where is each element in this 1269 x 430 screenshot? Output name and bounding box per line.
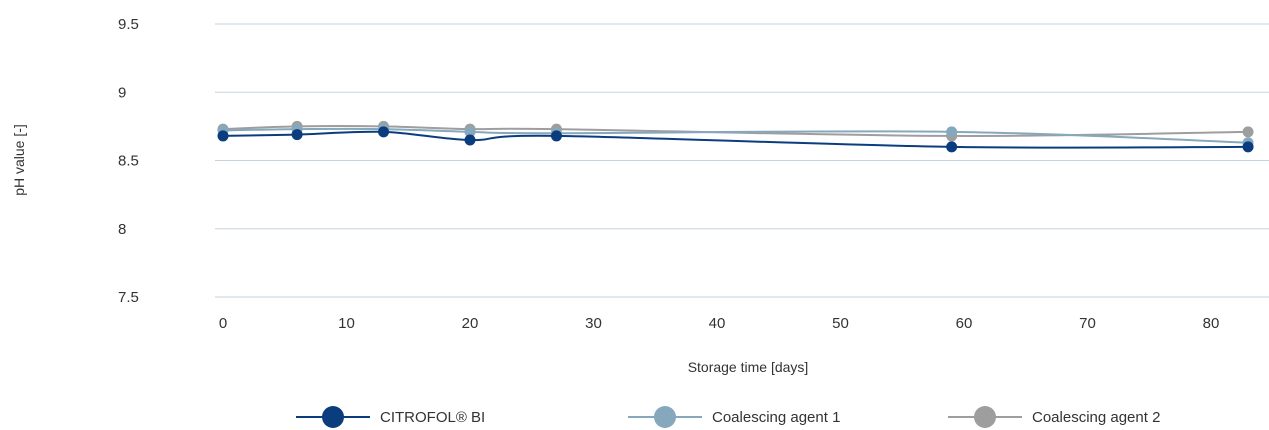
- data-point: [291, 129, 303, 141]
- legend-marker: [322, 406, 344, 428]
- legend-label: CITROFOL® BI: [380, 409, 485, 426]
- data-point: [946, 126, 958, 138]
- data-point: [217, 130, 229, 142]
- x-axis-title: Storage time [days]: [688, 359, 809, 375]
- legend-marker: [654, 406, 676, 428]
- data-point: [464, 134, 476, 146]
- x-tick-label: 70: [1079, 315, 1096, 332]
- data-series: [217, 120, 1254, 153]
- x-tick-label: 30: [585, 315, 602, 332]
- legend-label: Coalescing agent 2: [1032, 409, 1160, 426]
- legend: CITROFOL® BI Coalescing agent 1 Coalescing…: [296, 406, 1160, 428]
- x-tick-label: 0: [219, 315, 227, 332]
- y-tick-label: 9: [118, 84, 126, 101]
- gridlines: [215, 23, 1269, 298]
- series-line: [222, 130, 1249, 149]
- series-line: [222, 127, 1249, 144]
- x-tick-label: 60: [956, 315, 973, 332]
- data-point: [1242, 141, 1254, 153]
- legend-item: Coalescing agent 1: [628, 406, 840, 428]
- y-tick-label: 8: [118, 221, 126, 238]
- x-tick-label: 10: [338, 315, 355, 332]
- x-tick-label: 20: [462, 315, 479, 332]
- series-2: [217, 123, 1254, 149]
- series-line: [222, 125, 1249, 137]
- y-tick-label: 8.5: [118, 153, 139, 170]
- data-point: [378, 126, 390, 138]
- data-point: [1242, 126, 1254, 138]
- y-axis-ticks: 9.5 9 8.5 8 7.5: [118, 16, 139, 306]
- x-tick-label: 40: [709, 315, 726, 332]
- legend-item: CITROFOL® BI: [296, 406, 485, 428]
- data-point: [550, 130, 562, 142]
- y-tick-label: 7.5: [118, 289, 139, 306]
- data-point: [464, 126, 476, 138]
- data-point: [946, 141, 958, 153]
- legend-item: Coalescing agent 2: [948, 406, 1160, 428]
- y-axis-title: pH value [-]: [11, 124, 27, 196]
- legend-marker: [974, 406, 996, 428]
- y-tick-label: 9.5: [118, 16, 139, 33]
- x-tick-label: 80: [1203, 315, 1220, 332]
- x-tick-label: 50: [832, 315, 849, 332]
- legend-label: Coalescing agent 1: [712, 409, 840, 426]
- x-axis-ticks: 0 10 20 30 40 50 60 70 80: [219, 315, 1220, 332]
- series-1: [217, 126, 1254, 153]
